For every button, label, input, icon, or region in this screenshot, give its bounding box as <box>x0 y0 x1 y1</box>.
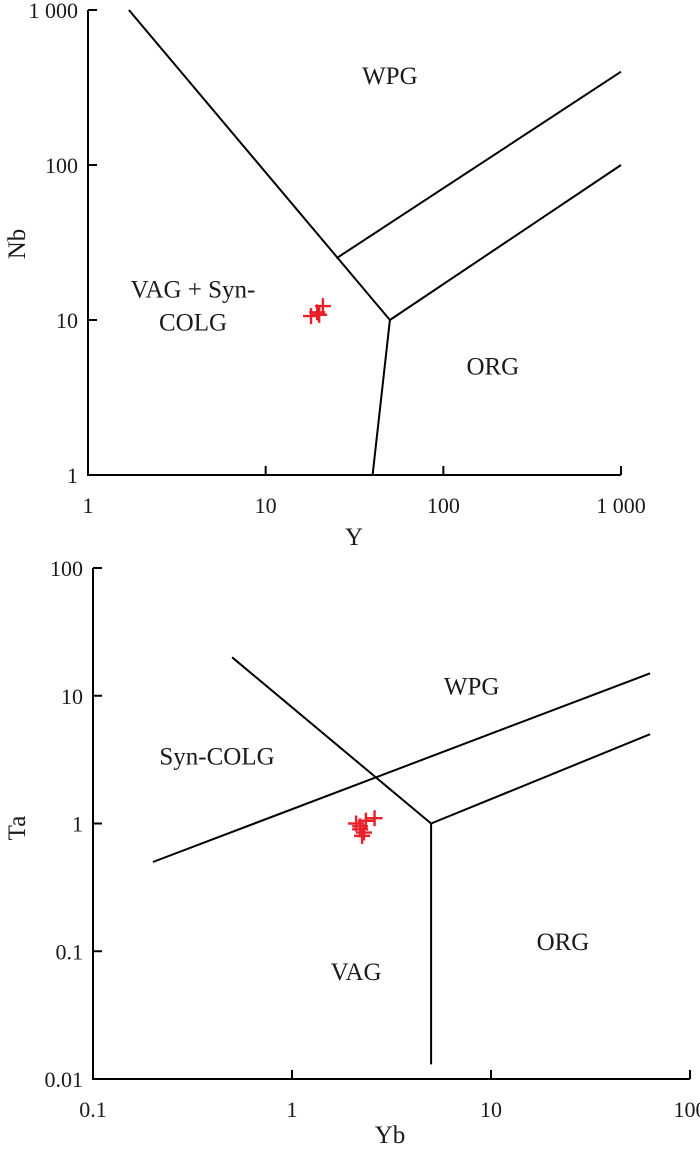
x-tick-label: 10 <box>480 1097 502 1122</box>
field-boundary-line <box>231 656 432 825</box>
x-tick-label: 1 <box>83 493 94 518</box>
x-tick-label: 100 <box>674 1097 700 1122</box>
sample-point <box>311 306 328 323</box>
y-tick-label: 0.1 <box>56 939 84 964</box>
y-axis-label: Ta <box>4 816 31 841</box>
x-tick-label: 1 000 <box>596 493 646 518</box>
sample-point <box>354 827 371 844</box>
field-label: WPG <box>362 63 418 90</box>
x-axis-label: Y <box>345 524 363 551</box>
field-label: WPG <box>444 674 500 701</box>
nb-y-diagram: Nb Y 1 10 100 1 000 1 10 100 1 000 WPG VAG + Syn-… <box>4 0 646 551</box>
field-boundary-line <box>371 319 391 476</box>
field-label: VAG <box>331 959 382 986</box>
field-label: Syn-COLG <box>159 744 274 771</box>
sample-point <box>366 810 383 827</box>
field-label: VAG + Syn- <box>131 276 256 303</box>
sample-point <box>314 298 331 315</box>
x-axis-label: Yb <box>375 1122 406 1149</box>
field-boundary-line <box>430 733 651 825</box>
field-label: ORG <box>537 929 590 956</box>
field-boundary-line <box>335 70 622 260</box>
y-tick-label: 1 <box>67 463 78 488</box>
x-tick-label: 100 <box>427 493 460 518</box>
y-axis-label: Nb <box>4 229 31 260</box>
y-tick-label: 10 <box>56 308 78 333</box>
y-tick-label: 100 <box>45 153 78 178</box>
y-tick-label: 1 000 <box>29 0 79 23</box>
y-tick-label: 10 <box>61 684 83 709</box>
y-tick-label: 1 <box>72 812 83 837</box>
field-boundary-line <box>128 9 391 321</box>
field-label: COLG <box>159 309 227 336</box>
axis-frame <box>92 568 690 1080</box>
x-tick-label: 0.1 <box>79 1097 107 1122</box>
field-boundary-line <box>389 164 622 321</box>
y-tick-label: 0.01 <box>45 1067 84 1092</box>
field-label: ORG <box>466 353 519 380</box>
field-boundary-line <box>152 672 651 863</box>
axis-frame <box>87 10 621 476</box>
y-tick-label: 100 <box>50 556 83 581</box>
ta-yb-diagram: Ta Yb 0.1 1 10 100 0.01 0.1 1 10 100 WPG Syn-COLG V… <box>4 556 700 1149</box>
x-tick-label: 1 <box>287 1097 298 1122</box>
sample-point <box>352 818 369 835</box>
x-tick-label: 10 <box>255 493 277 518</box>
